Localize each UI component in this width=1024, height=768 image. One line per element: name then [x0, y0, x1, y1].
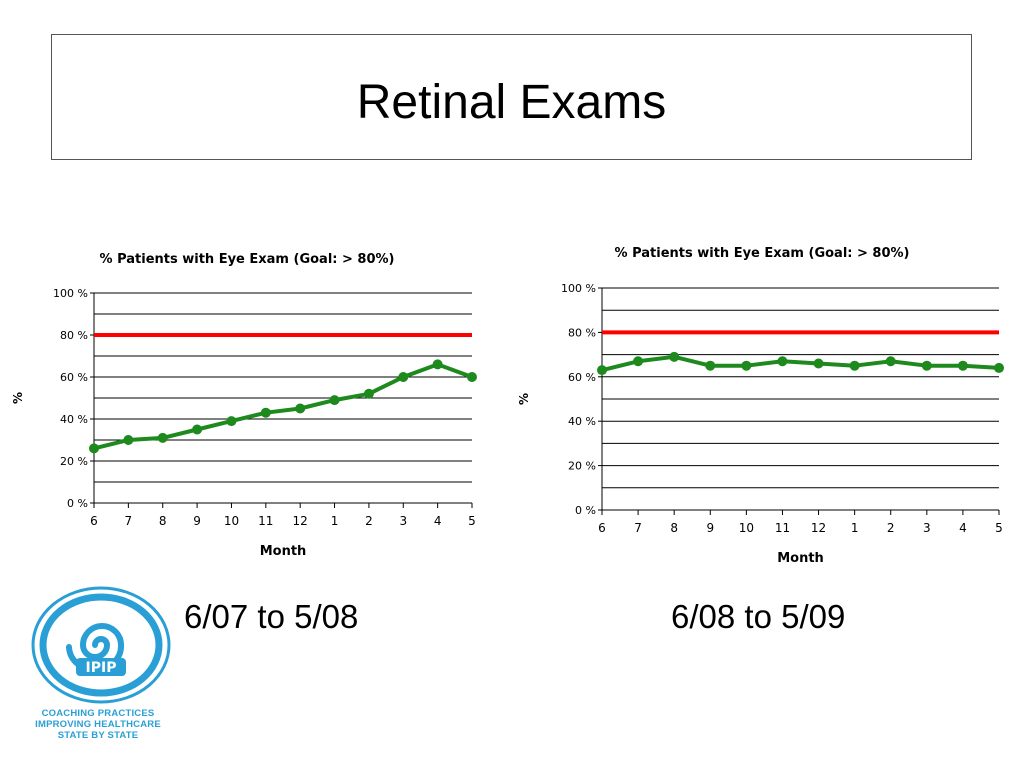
data-point — [777, 356, 788, 367]
x-axis-label: Month — [777, 551, 824, 566]
data-point — [398, 372, 409, 382]
data-point — [363, 388, 374, 399]
logo-mark-text: IPIP — [86, 660, 117, 676]
x-tick-label: 10 — [739, 521, 754, 535]
data-point — [921, 360, 932, 371]
data-point — [157, 432, 168, 443]
y-tick-label: 100 % — [53, 287, 88, 300]
logo-line-3: STATE BY STATE — [57, 730, 139, 741]
x-tick-label: 2 — [887, 521, 895, 535]
chart-right: % Patients with Eye Exam (Goal: > 80%) 0 … — [517, 246, 1004, 566]
y-tick-label: 40 % — [60, 413, 88, 426]
y-tick-label: 60 % — [568, 371, 596, 384]
x-tick-label: 3 — [399, 514, 407, 528]
x-tick-label: 12 — [293, 514, 308, 528]
data-point — [741, 360, 752, 371]
ipip-logo: IPIP — [31, 586, 171, 704]
y-tick-label: 80 % — [60, 329, 88, 342]
x-tick-label: 7 — [634, 521, 642, 535]
data-point — [633, 356, 644, 367]
x-axis-label: Month — [260, 544, 307, 559]
chart-title: % Patients with Eye Exam (Goal: > 80%) — [100, 252, 395, 267]
x-tick-label: 5 — [468, 514, 476, 528]
data-point — [957, 360, 968, 371]
data-point — [467, 372, 477, 382]
chart-title: % Patients with Eye Exam (Goal: > 80%) — [615, 246, 910, 261]
series-line — [93, 362, 473, 451]
y-tick-label: 0 % — [575, 504, 596, 517]
data-point — [597, 365, 607, 376]
x-tick-label: 8 — [159, 514, 167, 528]
series-line — [601, 354, 1000, 373]
logo-line-2: IMPROVING HEALTHCARE — [35, 719, 161, 730]
y-tick-label: 20 % — [60, 455, 88, 468]
data-point — [123, 435, 134, 445]
x-tick-label: 8 — [670, 521, 678, 535]
title-box: Retinal Exams — [51, 34, 972, 160]
x-tick-label: 11 — [258, 514, 273, 528]
x-tick-label: 3 — [923, 521, 931, 535]
data-point — [260, 407, 271, 418]
x-tick-label: 7 — [125, 514, 133, 528]
x-tick-label: 6 — [90, 514, 98, 528]
data-point — [669, 351, 680, 362]
logo-line-1: COACHING PRACTICES — [41, 708, 155, 719]
x-tick-label: 1 — [331, 514, 339, 528]
y-tick-label: 80 % — [568, 326, 596, 339]
x-tick-label: 9 — [706, 521, 714, 535]
y-tick-label: 20 % — [568, 460, 596, 473]
data-point — [432, 359, 443, 370]
x-tick-label: 10 — [224, 514, 239, 528]
x-tick-label: 4 — [959, 521, 967, 535]
slide-title: Retinal Exams — [356, 76, 667, 129]
x-tick-label: 5 — [995, 521, 1003, 535]
ipip-logo-mark: IPIP — [31, 586, 171, 704]
caption-right: 6/08 to 5/09 — [671, 598, 846, 635]
data-point — [885, 356, 896, 367]
data-point — [813, 358, 824, 369]
data-point — [329, 395, 340, 406]
y-tick-label: 40 % — [568, 415, 596, 428]
y-tick-label: 100 % — [561, 282, 596, 295]
data-point — [994, 362, 1004, 373]
x-tick-label: 4 — [434, 514, 442, 528]
data-point — [226, 416, 237, 427]
y-axis-label: % — [517, 393, 531, 405]
y-tick-label: 0 % — [67, 497, 88, 510]
data-point — [849, 360, 860, 371]
x-tick-label: 12 — [811, 521, 826, 535]
x-tick-label: 9 — [193, 514, 201, 528]
chart-left: % Patients with Eye Exam (Goal: > 80%) 0 … — [11, 252, 477, 559]
x-tick-label: 2 — [365, 514, 373, 528]
x-tick-label: 11 — [775, 521, 790, 535]
data-point — [89, 443, 99, 454]
y-tick-label: 60 % — [60, 371, 88, 384]
data-point — [192, 424, 203, 435]
x-tick-label: 1 — [851, 521, 859, 535]
data-point — [295, 403, 306, 414]
caption-left: 6/07 to 5/08 — [184, 598, 359, 635]
x-tick-label: 6 — [598, 521, 606, 535]
data-point — [705, 360, 716, 371]
y-axis-label: % — [11, 392, 25, 404]
